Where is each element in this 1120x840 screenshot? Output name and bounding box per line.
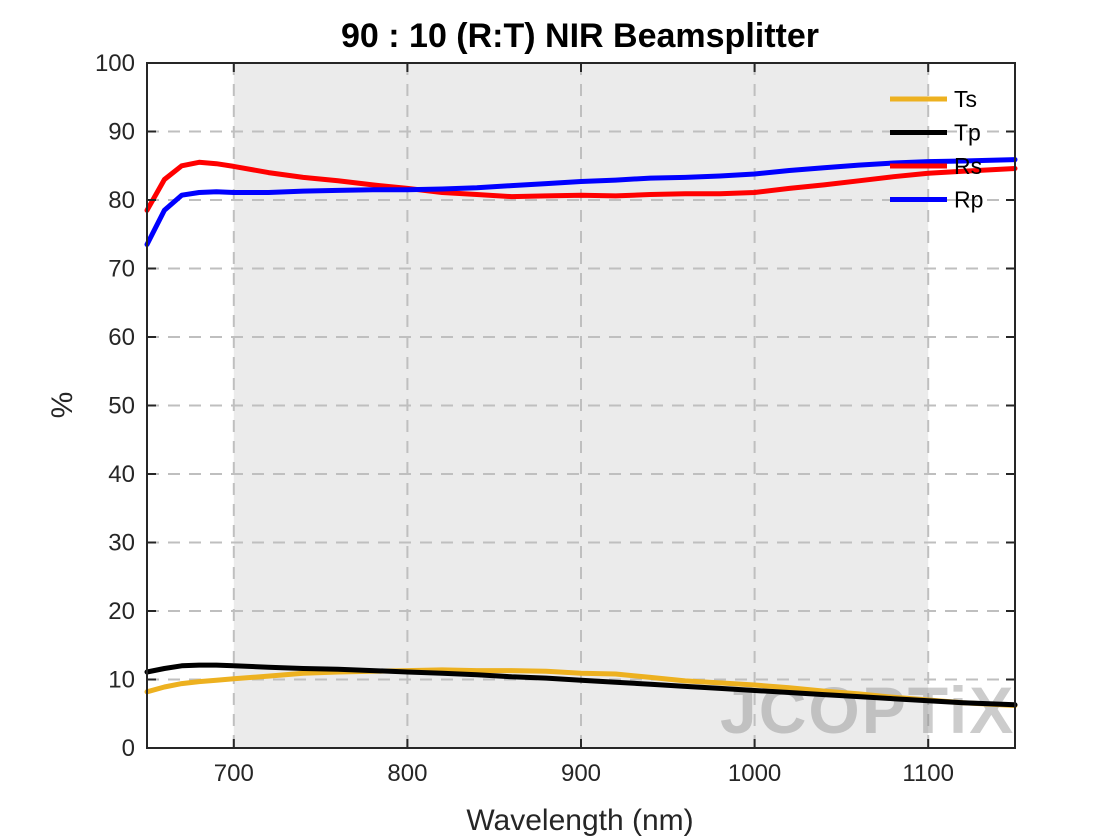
legend-label-rs: Rs	[954, 153, 982, 179]
legend: Ts Tp Rs Rp	[890, 86, 983, 213]
y-tick-label: 0	[122, 735, 135, 762]
x-tick-label: 1000	[728, 760, 781, 787]
x-tick-label: 800	[387, 760, 427, 787]
y-tick-label: 60	[108, 324, 135, 351]
series-line-tp	[144, 662, 1018, 708]
x-axis-label: Wavelength (nm)	[466, 804, 693, 837]
y-tick-label: 100	[95, 50, 135, 77]
y-tick-label: 30	[108, 530, 135, 557]
y-tick-label: 40	[108, 461, 135, 488]
legend-label-rp: Rp	[954, 187, 983, 213]
y-tick-label: 10	[108, 667, 135, 694]
x-tick-label: 900	[561, 760, 601, 787]
y-tick-label: 70	[108, 256, 135, 283]
y-tick-label: 20	[108, 598, 135, 625]
x-tick-label: 1100	[902, 760, 954, 787]
y-tick-label: 50	[108, 393, 135, 420]
y-axis-label: %	[46, 392, 79, 419]
series-line-ts	[144, 667, 1018, 708]
x-tick-label: 700	[214, 760, 254, 787]
legend-label-tp: Tp	[954, 120, 981, 146]
y-tick-label: 80	[108, 187, 135, 214]
y-tick-label: 90	[108, 119, 135, 146]
legend-label-ts: Ts	[954, 86, 977, 112]
series-line-rs	[144, 159, 1018, 213]
series-line-rp	[144, 157, 1018, 247]
chart-title: 90 : 10 (R:T) NIR Beamsplitter	[341, 17, 819, 55]
